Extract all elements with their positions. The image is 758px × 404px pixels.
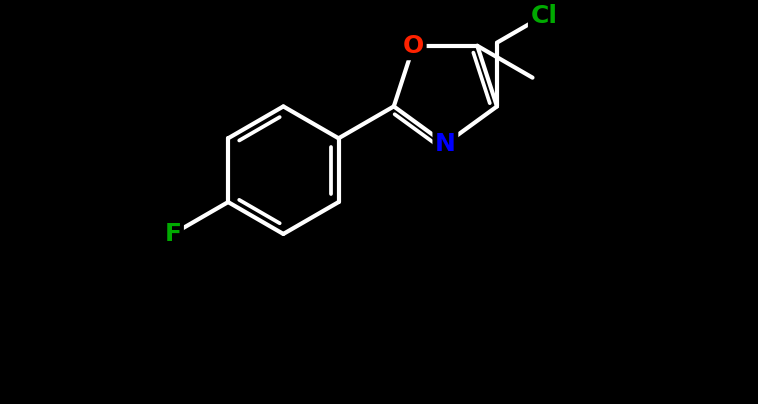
Text: O: O [403,34,424,58]
Text: Cl: Cl [531,4,557,27]
Text: F: F [164,222,181,246]
Text: N: N [435,132,456,156]
